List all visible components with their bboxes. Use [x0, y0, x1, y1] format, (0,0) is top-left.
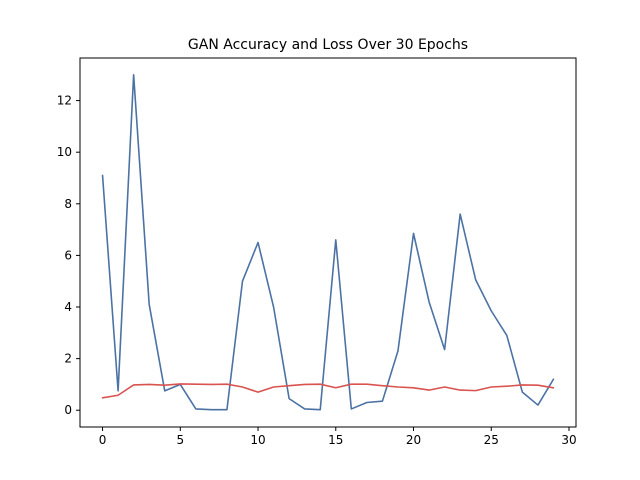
series-line-1	[101, 73, 555, 411]
y-tick-label: 8	[64, 197, 72, 211]
series-layer	[101, 73, 555, 411]
x-tick-label: 30	[561, 433, 576, 447]
y-tick-label: 10	[57, 145, 72, 159]
y-axis: 0 2 4 6 8 10 12	[57, 94, 80, 417]
y-tick-label: 0	[64, 403, 72, 417]
x-tick-label: 5	[176, 433, 184, 447]
x-tick-label: 15	[328, 433, 343, 447]
x-tick-label: 25	[484, 433, 499, 447]
x-tick-label: 10	[250, 433, 265, 447]
y-tick-label: 6	[64, 248, 72, 262]
y-tick-label: 4	[64, 300, 72, 314]
series-line-2	[101, 383, 555, 399]
y-tick-label: 12	[57, 94, 72, 108]
x-tick-label: 20	[406, 433, 421, 447]
y-tick-label: 2	[64, 352, 72, 366]
chart-title: GAN Accuracy and Loss Over 30 Epochs	[188, 37, 468, 53]
x-axis: 0 5 10 15 20 25 30	[99, 427, 577, 447]
x-tick-label: 0	[99, 433, 107, 447]
plot-area	[79, 57, 577, 428]
